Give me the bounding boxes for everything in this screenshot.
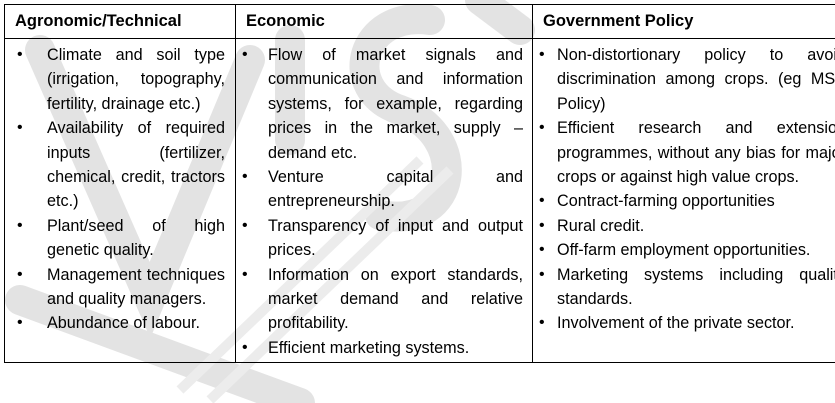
- list-item: • Management techniques and quality manag…: [5, 263, 235, 312]
- bullet-icon: •: [242, 46, 248, 63]
- list-item: • Flow of market signals and communicatio…: [236, 43, 532, 165]
- list-item: • Transparency of input and output prices…: [236, 214, 532, 263]
- bullet-icon: •: [242, 168, 248, 186]
- bullet-icon: •: [242, 216, 248, 234]
- bullet-icon: •: [539, 314, 545, 332]
- bullet-icon: •: [242, 265, 248, 283]
- header-economic: Economic: [235, 4, 533, 39]
- bullet-icon: •: [17, 216, 23, 234]
- factors-table: Agronomic/Technical Economic Government …: [4, 4, 835, 364]
- economic-list: • Flow of market signals and communicatio…: [236, 43, 532, 360]
- agronomic-list: • Climate and soil type (irrigation, topo…: [5, 43, 235, 336]
- list-item: • Climate and soil type (irrigation, topo…: [5, 43, 235, 116]
- government-policy-cell: • Non-distortionary policy to avoid discr…: [532, 37, 835, 364]
- header-row: Agronomic/Technical Economic Government …: [4, 4, 835, 39]
- list-item: • Efficient research and extension progra…: [534, 116, 835, 189]
- agronomic-cell: • Climate and soil type (irrigation, topo…: [4, 37, 236, 364]
- list-item: • Information on export standards, market…: [236, 263, 532, 336]
- list-item: • Efficient marketing systems.: [236, 336, 532, 360]
- economic-cell: • Flow of market signals and communicatio…: [235, 37, 533, 364]
- list-item: • Rural credit.: [534, 214, 835, 238]
- list-item: • Contract-farming opportunities: [534, 189, 835, 213]
- government-policy-list: • Non-distortionary policy to avoid discr…: [534, 43, 835, 336]
- list-item: • Availability of required inputs (fertil…: [5, 116, 235, 214]
- list-item: • Venture capital and entrepreneurship.: [236, 165, 532, 214]
- list-item: • Off-farm employment opportunities.: [534, 238, 835, 262]
- bullet-icon: •: [539, 192, 545, 210]
- list-item: • Abundance of labour.: [5, 311, 235, 335]
- bullet-icon: •: [539, 241, 545, 259]
- header-agronomic: Agronomic/Technical: [4, 4, 236, 39]
- bullet-icon: •: [242, 338, 248, 356]
- bullet-icon: •: [539, 119, 545, 137]
- header-government-policy: Government Policy: [532, 4, 835, 39]
- bullet-icon: •: [539, 46, 545, 63]
- list-item: • Involvement of the private sector.: [534, 311, 835, 335]
- list-item: • Plant/seed of high genetic quality.: [5, 214, 235, 263]
- bullet-icon: •: [539, 216, 545, 234]
- bullet-icon: •: [539, 265, 545, 283]
- list-item: • Marketing systems including quality sta…: [534, 263, 835, 312]
- list-item: • Non-distortionary policy to avoid discr…: [534, 43, 835, 116]
- bullet-icon: •: [17, 46, 23, 63]
- bullet-icon: •: [17, 314, 23, 332]
- content-row: • Climate and soil type (irrigation, topo…: [4, 37, 835, 364]
- bullet-icon: •: [17, 265, 23, 283]
- bullet-icon: •: [17, 119, 23, 137]
